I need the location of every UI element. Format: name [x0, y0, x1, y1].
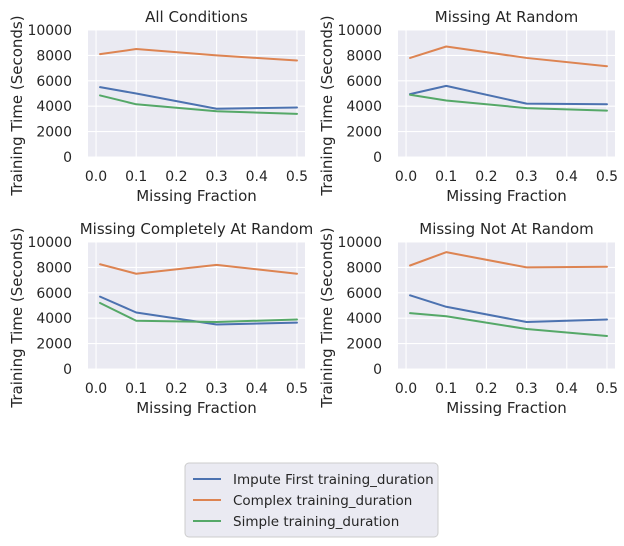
y-tick-label: 8000	[36, 48, 72, 64]
y-tick-label: 4000	[346, 311, 382, 327]
series-line-3	[409, 312, 608, 337]
x-tick-label: 0.3	[205, 381, 227, 397]
x-tick-label: 0.5	[286, 169, 308, 185]
x-tick-label: 0.3	[205, 169, 227, 185]
x-tick-label: 0.4	[556, 169, 578, 185]
panel-2: 0.0 0.1 0.2 0.3 0.4 0.5 0 2000 4000 6000 8000 10000…	[318, 8, 618, 205]
x-axis-label: Missing Fraction	[136, 187, 257, 205]
plot-background	[88, 30, 305, 157]
series-line-2	[99, 263, 298, 275]
series-line-3	[99, 94, 298, 115]
x-tick-label: 0.0	[85, 169, 107, 185]
y-tick-label: 2000	[36, 337, 72, 353]
y-tick-label: 2000	[346, 337, 382, 353]
series-line-1	[409, 84, 608, 106]
x-tick-label: 0.4	[556, 381, 578, 397]
legend-label-1: Impute First training_duration	[233, 472, 434, 488]
series-line-1	[99, 86, 298, 110]
y-tick-label: 0	[63, 362, 72, 378]
y-tick-label: 10000	[27, 235, 72, 251]
panel-title: Missing Not At Random	[419, 220, 594, 238]
y-tick-label: 8000	[346, 48, 382, 64]
y-tick-label: 10000	[337, 23, 382, 39]
x-tick-label: 0.0	[85, 381, 107, 397]
x-tick-label: 0.2	[165, 381, 187, 397]
x-axis-label: Missing Fraction	[446, 187, 567, 205]
panel-1: 0.0 0.1 0.2 0.3 0.4 0.5 0 2000 4000 6000 8000 10000…	[8, 8, 308, 205]
panel-title: All Conditions	[145, 8, 248, 26]
panel-title: Missing Completely At Random	[80, 220, 314, 238]
x-tick-label: 0.4	[246, 169, 268, 185]
x-tick-label: 0.1	[125, 169, 147, 185]
y-tick-label: 8000	[36, 260, 72, 276]
y-axis-label: Training Time (Seconds)	[318, 15, 336, 196]
plot-background	[88, 242, 305, 369]
x-tick-label: 0.2	[475, 169, 497, 185]
y-tick-label: 10000	[27, 23, 72, 39]
y-tick-label: 2000	[346, 125, 382, 141]
panel-3: 0.0 0.1 0.2 0.3 0.4 0.5 0 2000 4000 6000 8000 10000…	[8, 220, 313, 417]
y-axis-label: Training Time (Seconds)	[8, 15, 26, 196]
y-tick-label: 0	[373, 150, 382, 166]
series-line-3	[409, 93, 608, 112]
y-tick-label: 8000	[346, 260, 382, 276]
panel-4: 0.0 0.1 0.2 0.3 0.4 0.5 0 2000 4000 6000 8000 10000…	[318, 220, 618, 417]
y-tick-label: 0	[373, 362, 382, 378]
x-tick-label: 0.1	[435, 169, 457, 185]
series-line-1	[99, 295, 298, 326]
x-axis-label: Missing Fraction	[446, 399, 567, 417]
x-tick-label: 0.5	[596, 381, 618, 397]
x-tick-label: 0.2	[475, 381, 497, 397]
y-tick-label: 6000	[346, 286, 382, 302]
y-tick-label: 6000	[36, 286, 72, 302]
y-tick-label: 0	[63, 150, 72, 166]
series-line-2	[99, 48, 298, 62]
series-line-3	[99, 301, 298, 324]
y-tick-label: 6000	[36, 74, 72, 90]
y-tick-label: 4000	[36, 99, 72, 115]
series-line-1	[409, 294, 608, 324]
x-tick-label: 0.5	[286, 381, 308, 397]
x-tick-label: 0.3	[515, 381, 537, 397]
legend-box	[184, 462, 439, 538]
y-tick-label: 4000	[36, 311, 72, 327]
x-tick-label: 0.0	[395, 381, 417, 397]
legend-label-3: Simple training_duration	[233, 514, 399, 530]
x-axis-label: Missing Fraction	[136, 399, 257, 417]
plot-background	[398, 242, 615, 369]
y-tick-label: 2000	[36, 125, 72, 141]
y-tick-label: 6000	[346, 74, 382, 90]
series-line-2	[409, 251, 608, 269]
x-tick-label: 0.1	[125, 381, 147, 397]
x-tick-label: 0.5	[596, 169, 618, 185]
y-tick-label: 10000	[337, 235, 382, 251]
series-line-2	[409, 45, 608, 68]
legend-label-2: Complex training_duration	[233, 493, 412, 509]
x-tick-label: 0.4	[246, 381, 268, 397]
y-axis-label: Training Time (Seconds)	[318, 227, 336, 408]
x-tick-label: 0.1	[435, 381, 457, 397]
y-tick-label: 4000	[346, 99, 382, 115]
x-tick-label: 0.0	[395, 169, 417, 185]
y-axis-label: Training Time (Seconds)	[8, 227, 26, 408]
x-tick-label: 0.3	[515, 169, 537, 185]
legend: Impute First training_duration Complex tr…	[184, 462, 439, 538]
plot-background	[398, 30, 615, 157]
x-tick-label: 0.2	[165, 169, 187, 185]
panel-title: Missing At Random	[435, 8, 578, 26]
